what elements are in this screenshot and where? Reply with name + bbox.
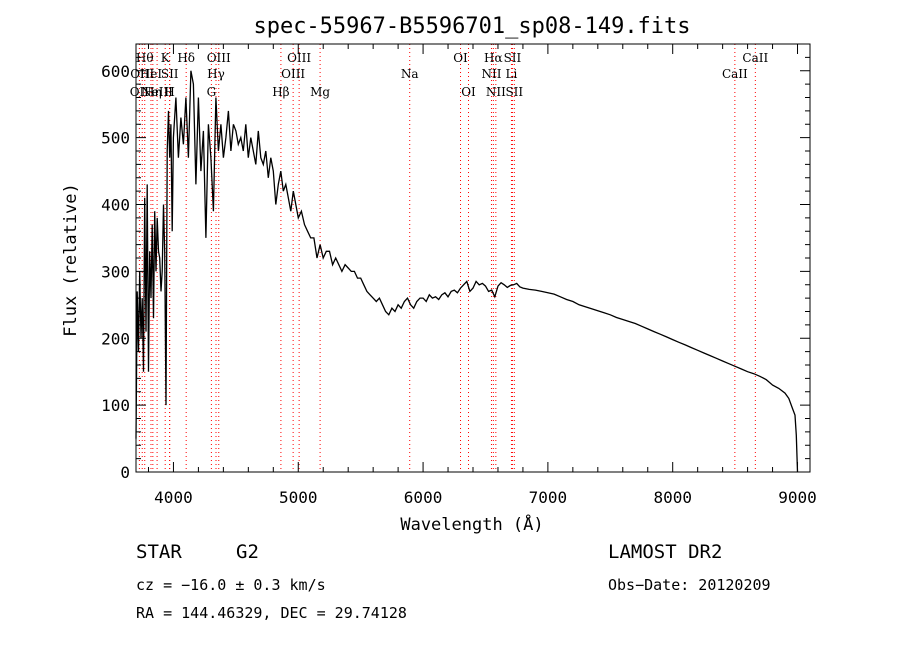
- line-label-25: SII: [505, 85, 523, 99]
- y-axis-ticks: 0 100 200 300 400 500 600: [101, 56, 810, 482]
- x-axis-ticks: 4000 5000 6000 7000 8000 9000: [147, 44, 817, 507]
- x-tick-label-5: 9000: [778, 488, 817, 507]
- line-label-11: Hγ: [207, 67, 225, 81]
- object-class: STAR: [136, 541, 182, 563]
- x-tick-label-1: 5000: [279, 488, 318, 507]
- y-axis-label: Flux (relative): [61, 183, 81, 337]
- line-label-20: NII: [481, 67, 501, 81]
- line-label-13: Hβ: [272, 85, 289, 99]
- line-label-23: Li: [506, 67, 518, 81]
- coordinates: RA = 144.46329, DEC = 29.74128: [136, 604, 407, 622]
- object-subclass: G2: [236, 541, 259, 563]
- x-axis-label: Wavelength (Å): [400, 513, 543, 535]
- line-label-26: CaII: [722, 67, 748, 81]
- y-tick-label-4: 400: [101, 196, 130, 215]
- line-label-7: H: [164, 85, 174, 99]
- x-tick-label-0: 4000: [154, 488, 193, 507]
- line-label-14: OIII: [281, 67, 305, 81]
- line-label-9: Hδ: [177, 51, 195, 65]
- line-label-16: Mg: [310, 85, 330, 99]
- line-label-27: CaII: [742, 51, 768, 65]
- line-label-19: OI: [461, 85, 476, 99]
- x-tick-label-3: 7000: [529, 488, 568, 507]
- line-label-3: HeI: [140, 67, 163, 81]
- chart-title: spec-55967-B5596701_sp08-149.fits: [253, 14, 690, 39]
- y-tick-label-5: 500: [101, 129, 130, 148]
- line-label-12: OIII: [207, 51, 231, 65]
- plot-frame: [135, 43, 811, 473]
- line-markers: [138, 44, 756, 472]
- line-label-5: NeIII: [141, 85, 173, 99]
- y-tick-label-1: 100: [101, 396, 130, 415]
- y-tick-label-6: 600: [101, 62, 130, 81]
- x-tick-label-4: 8000: [653, 488, 692, 507]
- obs-date: Obs−Date: 20120209: [608, 576, 771, 594]
- line-label-21: Hα: [484, 51, 503, 65]
- redshift-cz: cz = −16.0 ± 0.3 km/s: [136, 576, 326, 594]
- y-tick-label-3: 300: [101, 262, 130, 281]
- line-label-10: G: [207, 85, 217, 99]
- spectrum-line: [135, 70, 799, 473]
- line-label-22: NII: [486, 85, 506, 99]
- line-label-24: SII: [504, 51, 522, 65]
- y-tick-label-0: 0: [120, 463, 130, 482]
- line-label-17: Na: [401, 67, 419, 81]
- survey-name: LAMOST DR2: [608, 541, 723, 563]
- line-label-8: SII: [161, 67, 179, 81]
- line-label-6: K: [161, 51, 171, 65]
- line-label-18: OI: [453, 51, 468, 65]
- x-tick-label-2: 6000: [404, 488, 443, 507]
- line-label-15: OIII: [287, 51, 311, 65]
- line-label-4: Hη: [144, 85, 162, 99]
- line-label-0: OII: [130, 85, 150, 99]
- y-tick-label-2: 200: [101, 329, 130, 348]
- line-label-2: Hθ: [136, 51, 154, 65]
